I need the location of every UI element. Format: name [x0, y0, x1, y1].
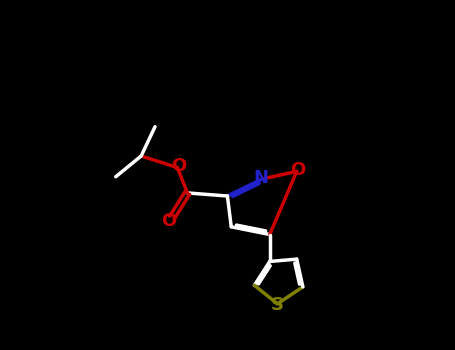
Text: S: S	[271, 296, 284, 314]
Text: O: O	[290, 161, 305, 179]
Text: O: O	[161, 212, 177, 230]
Text: O: O	[171, 157, 187, 175]
Text: N: N	[253, 168, 268, 187]
